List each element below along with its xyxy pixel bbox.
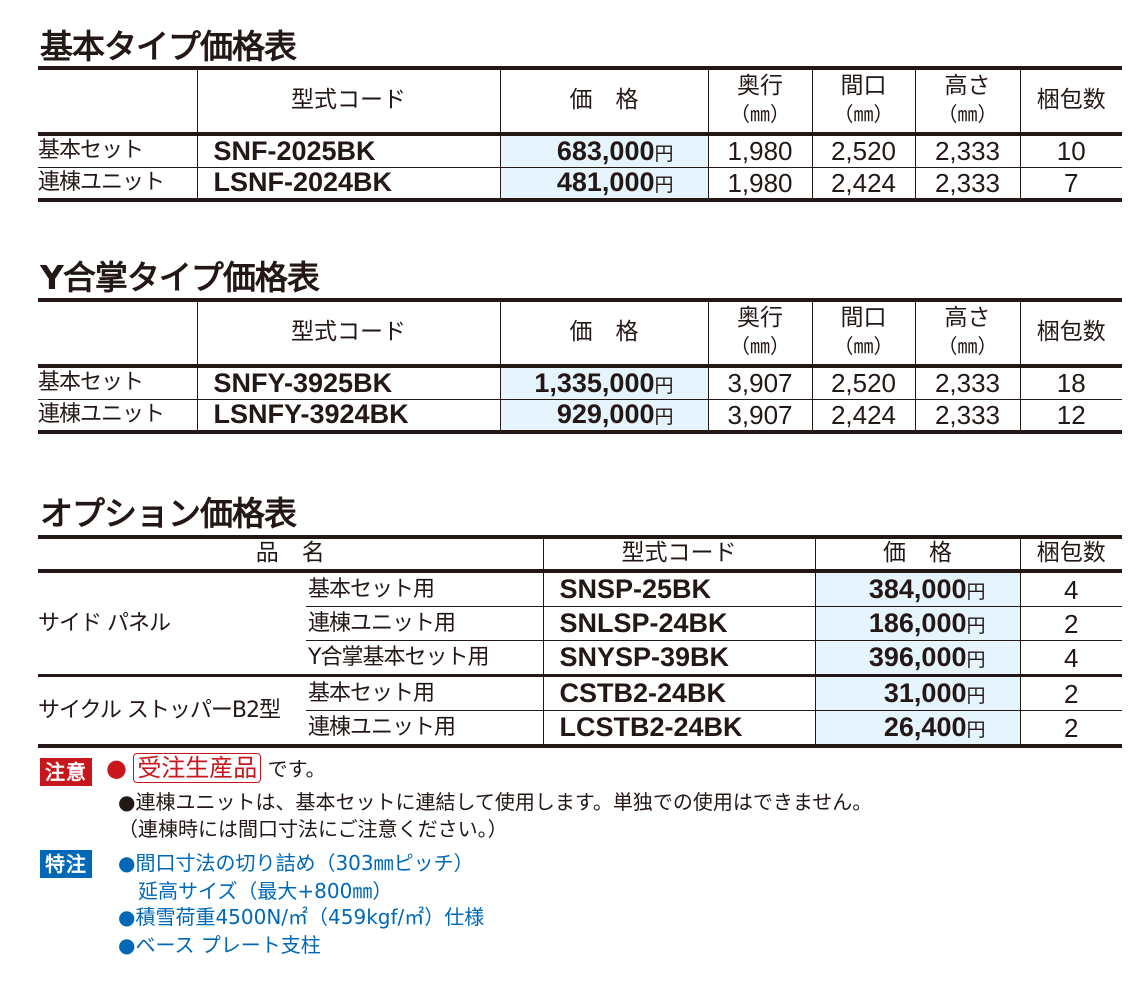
table-row: 基本セット SNFY-3925BK 1,335,000円 3,907 2,520… (38, 366, 1122, 399)
row-depth: 3,907 (707, 366, 813, 399)
row-price: 31,000円 (814, 674, 1021, 711)
row-packages: 12 (1019, 398, 1122, 432)
row-width: 2,520 (811, 134, 916, 167)
special-line-2: 延高サイズ（最大+800㎜） (138, 879, 393, 903)
header-width: 間口 （㎜） (811, 300, 916, 368)
y-price-table: 型式コード 価 格 奥行 （㎜） 間口 （㎜） 高さ （㎜） 梱包数 基本セット SN… (38, 298, 1122, 434)
row-code: SNYSP-39BK (542, 640, 816, 676)
row-price: 929,000円 (499, 398, 709, 432)
header-price: 価 格 (499, 68, 709, 136)
row-height: 2,333 (914, 134, 1021, 167)
row-packages: 10 (1019, 134, 1122, 167)
row-sub: 基本セット用 (306, 674, 544, 711)
row-label: 基本セット (38, 366, 198, 399)
table-row: 連棟ユニット用 SNLSP-24BK 186,000円 2 (38, 606, 1122, 641)
row-price: 683,000円 (499, 134, 709, 167)
caution-bullet-icon: ● (106, 754, 127, 782)
table-row: Y合掌基本セット用 SNYSP-39BK 396,000円 4 (38, 640, 1122, 676)
row-code: SNLSP-24BK (542, 606, 816, 641)
caution-badge: 注意 (40, 758, 92, 786)
header-blank (38, 300, 198, 368)
header-price: 価 格 (814, 537, 1021, 573)
caution-suffix: です。 (267, 757, 326, 781)
option-price-table: 品 名 型式コード 価 格 梱包数 サイド パネル 基本セット用 SNSP-25… (38, 535, 1122, 748)
header-packages: 梱包数 (1019, 300, 1122, 368)
row-code: CSTB2-24BK (542, 674, 816, 711)
row-label: 連棟ユニット (38, 166, 198, 200)
special-line-1: ●間口寸法の切り詰め（303㎜ピッチ） (118, 851, 474, 875)
caution-line-3: （連棟時には間口寸法にご注意ください。） (118, 817, 508, 841)
header-height: 高さ （㎜） (914, 300, 1021, 368)
row-packages: 4 (1019, 571, 1122, 607)
made-to-order-label: 受注生産品 (133, 753, 262, 783)
basic-price-table: 型式コード 価 格 奥行 （㎜） 間口 （㎜） 高さ （㎜） 梱包数 基本セット SN… (38, 66, 1122, 202)
row-price: 186,000円 (814, 606, 1021, 641)
special-order-badge: 特注 (40, 850, 92, 878)
row-depth: 1,980 (707, 134, 813, 167)
row-width: 2,424 (811, 166, 916, 200)
y-table-title: Y合掌タイプ価格表 (40, 258, 320, 297)
row-packages: 2 (1019, 674, 1122, 711)
row-height: 2,333 (914, 398, 1021, 432)
header-code: 型式コード (196, 68, 501, 136)
header-price: 価 格 (499, 300, 709, 368)
header-name: 品 名 (38, 537, 544, 573)
header-packages: 梱包数 (1019, 537, 1122, 573)
row-label: 基本セット (38, 134, 198, 167)
header-depth: 奥行 （㎜） (707, 68, 813, 136)
group-name-side-panel: サイド パネル (38, 610, 171, 636)
header-blank (38, 68, 198, 136)
header-code: 型式コード (196, 300, 501, 368)
row-width: 2,520 (811, 366, 916, 399)
row-price: 481,000円 (499, 166, 709, 200)
row-depth: 1,980 (707, 166, 813, 200)
table-row: サイクル ストッパーB2型 基本セット用 CSTB2-24BK 31,000円 … (38, 674, 1122, 746)
row-price: 396,000円 (814, 640, 1021, 676)
row-label: 連棟ユニット (38, 398, 198, 432)
special-line-4: ●ベース プレート支柱 (118, 933, 321, 957)
header-width: 間口 （㎜） (811, 68, 916, 136)
row-height: 2,333 (914, 166, 1021, 200)
header-depth: 奥行 （㎜） (707, 300, 813, 368)
basic-table-title: 基本タイプ価格表 (40, 27, 297, 66)
row-height: 2,333 (914, 366, 1021, 399)
caution-line-2: ●連棟ユニットは、基本セットに連結して使用します。単独での使用はできません。 (118, 790, 873, 814)
row-code: SNFY-3925BK (196, 366, 501, 399)
row-code: LSNF-2024BK (196, 166, 501, 200)
row-price: 1,335,000円 (499, 366, 709, 399)
table-row: 基本セット SNF-2025BK 683,000円 1,980 2,520 2,… (38, 134, 1122, 167)
table-row: 連棟ユニット LSNF-2024BK 481,000円 1,980 2,424 … (38, 166, 1122, 200)
group-name-cycle-stopper: サイクル ストッパーB2型 (38, 674, 306, 746)
header-code: 型式コード (542, 537, 816, 573)
header-height: 高さ （㎜） (914, 68, 1021, 136)
row-sub: 連棟ユニット用 (306, 606, 544, 641)
row-code: SNSP-25BK (542, 571, 816, 607)
row-price: 26,400円 (814, 710, 1021, 746)
table-row: 連棟ユニット LSNFY-3924BK 929,000円 3,907 2,424… (38, 398, 1122, 432)
special-line-3: ●積雪荷重4500N/㎡（459kgf/㎡）仕様 (118, 905, 485, 929)
row-sub: Y合掌基本セット用 (306, 640, 544, 676)
row-code: LSNFY-3924BK (196, 398, 501, 432)
row-packages: 4 (1019, 640, 1122, 676)
row-sub: 基本セット用 (306, 571, 544, 607)
table-row: サイド パネル 基本セット用 SNSP-25BK 384,000円 4 (38, 571, 1122, 634)
row-code: SNF-2025BK (196, 134, 501, 167)
table-row: 連棟ユニット用 LCSTB2-24BK 26,400円 2 (38, 710, 1122, 746)
row-packages: 2 (1019, 710, 1122, 746)
option-table-title: オプション価格表 (40, 494, 297, 533)
header-packages: 梱包数 (1019, 68, 1122, 136)
row-code: LCSTB2-24BK (542, 710, 816, 746)
row-depth: 3,907 (707, 398, 813, 432)
row-price: 384,000円 (814, 571, 1021, 607)
row-packages: 7 (1019, 166, 1122, 200)
row-packages: 18 (1019, 366, 1122, 399)
row-width: 2,424 (811, 398, 916, 432)
row-sub: 連棟ユニット用 (306, 710, 544, 746)
row-packages: 2 (1019, 606, 1122, 641)
